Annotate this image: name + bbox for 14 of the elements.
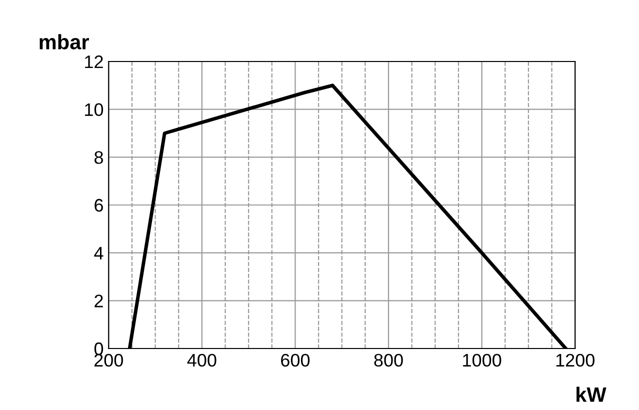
y-tick-label: 12: [85, 55, 103, 68]
y-tick-label: 4: [94, 246, 104, 260]
x-axis-title: kW: [576, 386, 606, 402]
y-tick-label: 6: [94, 198, 103, 212]
y-tick-label: 10: [85, 103, 104, 116]
y-axis-title: mbar: [40, 34, 89, 50]
y-tick-label: 8: [94, 151, 103, 164]
x-tick-label: 400: [187, 354, 216, 367]
y-tick-label: 2: [94, 294, 103, 308]
x-tick-label: 600: [281, 354, 310, 367]
x-tick-label: 200: [94, 354, 123, 367]
x-tick-label: 1200: [556, 354, 594, 367]
x-tick-label: 1000: [463, 354, 502, 367]
x-tick-label: 800: [374, 354, 403, 367]
